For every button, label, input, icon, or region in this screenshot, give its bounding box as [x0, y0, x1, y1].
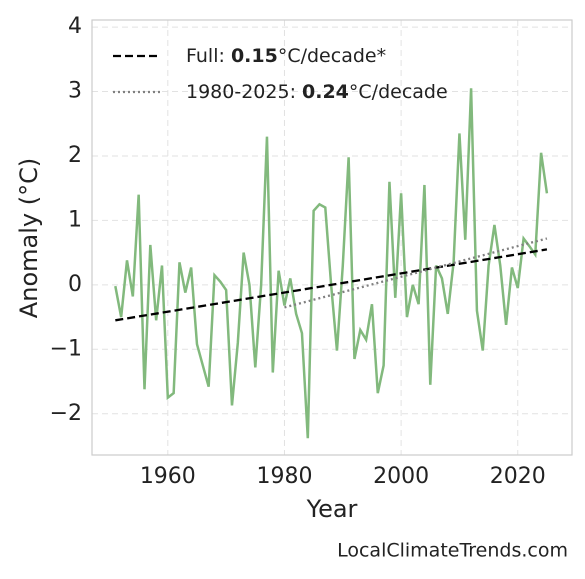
y-tick-label: 1 — [68, 207, 82, 232]
legend-text-part: Full: — [186, 45, 231, 67]
trend-line — [284, 237, 548, 309]
x-tick-label: 2020 — [490, 464, 546, 489]
plot-frame — [91, 19, 573, 456]
y-tick-label: 4 — [68, 14, 82, 39]
legend-text-part: 0.24 — [302, 81, 349, 103]
y-tick-label: −2 — [50, 401, 82, 426]
legend-text-part: °C/decade* — [278, 45, 386, 67]
legend-label: 1980-2025: 0.24°C/decade — [186, 81, 448, 103]
x-axis-label: Year — [306, 495, 358, 523]
y-axis-label: Anomaly (°C) — [15, 158, 43, 318]
y-tick-label: −1 — [50, 336, 82, 361]
watermark: LocalClimateTrends.com — [337, 540, 568, 562]
legend-text-part: 1980-2025: — [186, 81, 302, 103]
y-tick-label: 2 — [68, 143, 82, 168]
y-tick-label: 3 — [68, 79, 82, 104]
y-tick-label: 0 — [68, 272, 82, 297]
x-tick-label: 1960 — [140, 464, 196, 489]
trend-line — [115, 248, 548, 322]
x-tick-label: 2000 — [373, 464, 429, 489]
legend-text-part: 0.15 — [231, 45, 278, 67]
legend-text-part: °C/decade — [349, 81, 448, 103]
data-line — [114, 88, 549, 439]
x-tick-label: 1980 — [256, 464, 312, 489]
legend-label: Full: 0.15°C/decade* — [186, 45, 386, 67]
